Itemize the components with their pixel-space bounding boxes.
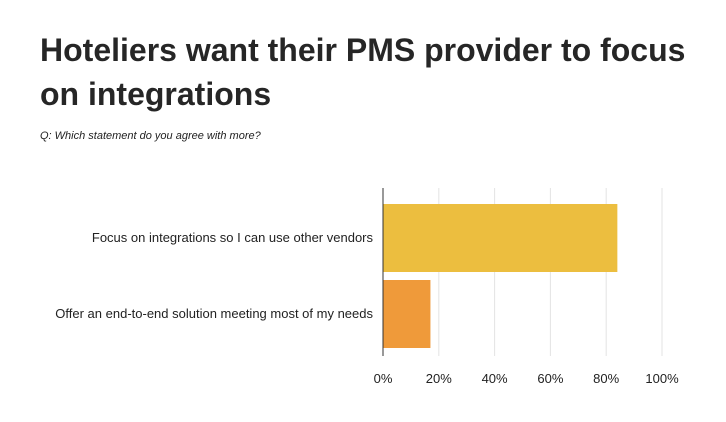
- x-tick-label: 40%: [482, 371, 508, 386]
- bar: [383, 280, 431, 348]
- x-tick-label: 20%: [426, 371, 452, 386]
- x-tick-label: 100%: [645, 371, 679, 386]
- category-label: Focus on integrations so I can use other…: [92, 230, 374, 245]
- bar: [383, 204, 618, 272]
- x-tick-label: 60%: [537, 371, 563, 386]
- x-tick-label: 80%: [593, 371, 619, 386]
- chart-subtitle: Q: Which statement do you agree with mor…: [40, 130, 261, 142]
- chart-title: Hoteliers want their PMS provider to foc…: [40, 32, 686, 112]
- x-tick-label: 0%: [374, 371, 393, 386]
- category-label: Offer an end-to-end solution meeting mos…: [55, 306, 373, 321]
